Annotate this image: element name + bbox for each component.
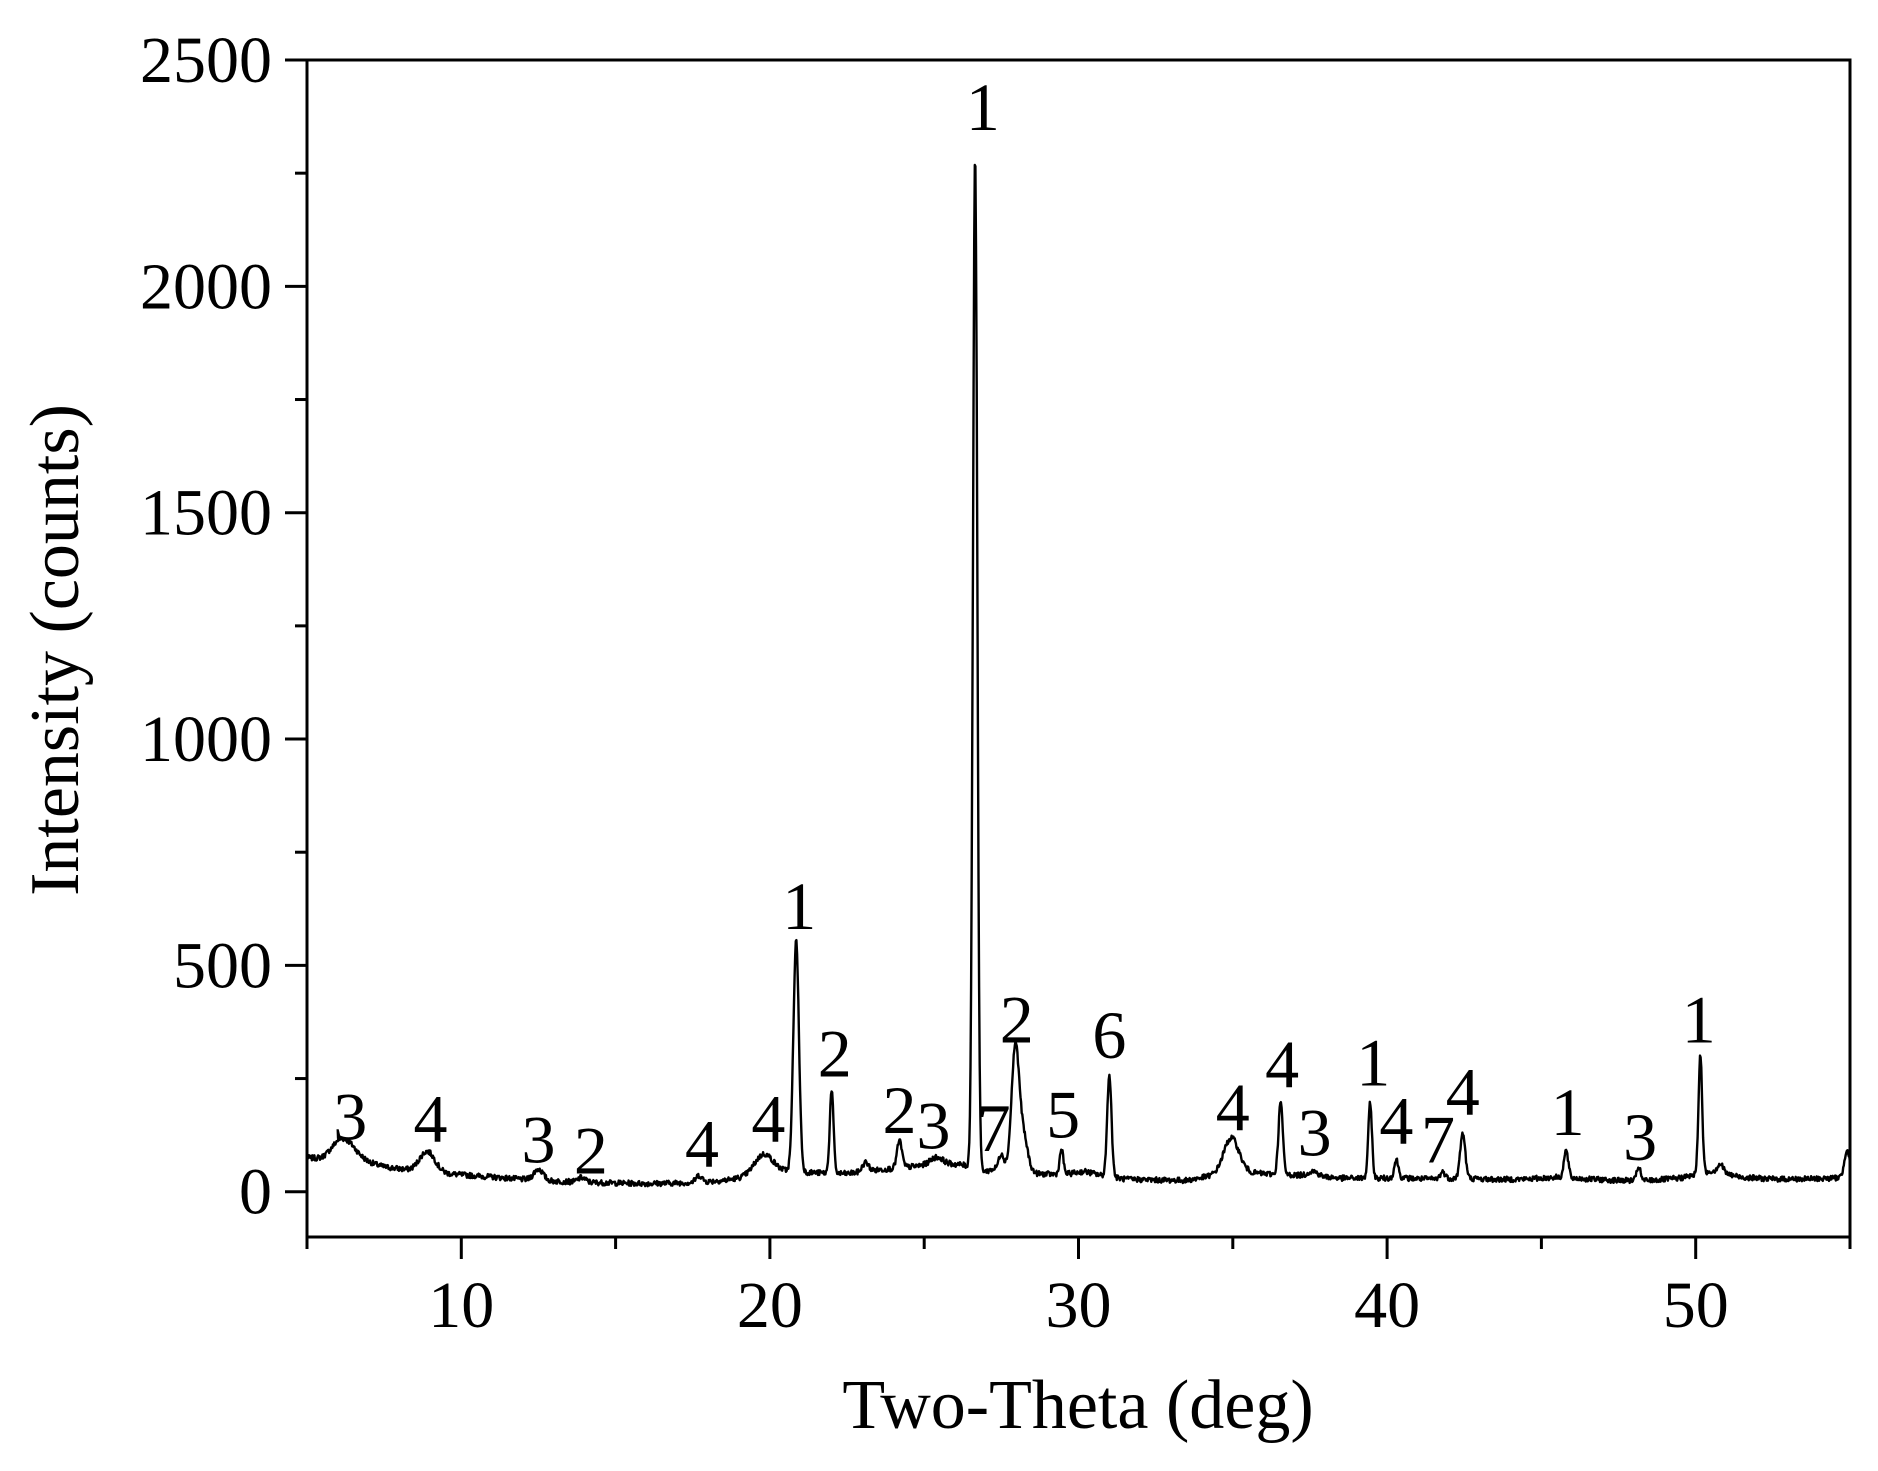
peak-label: 4 [413, 1081, 447, 1157]
peak-label: 4 [1265, 1027, 1299, 1103]
x-tick-label: 10 [428, 1269, 494, 1342]
peak-label: 4 [1216, 1070, 1250, 1146]
peak-label: 1 [966, 69, 1000, 145]
peak-label: 7 [1421, 1101, 1455, 1177]
y-axis-title: Intensity (counts) [17, 404, 94, 896]
y-tick-label: 0 [239, 1156, 272, 1229]
y-tick-label: 2000 [140, 250, 272, 323]
peak-label: 4 [1379, 1083, 1413, 1159]
peak-label: 6 [1092, 997, 1126, 1073]
y-axis-tick-labels: 0 500 1000 1500 2000 2500 [140, 24, 272, 1229]
x-tick-label: 50 [1663, 1269, 1729, 1342]
peak-label: 1 [1356, 1024, 1390, 1100]
peak-label: 1 [1682, 981, 1716, 1057]
peak-label: 2 [1000, 981, 1034, 1057]
x-tick-label: 20 [737, 1269, 803, 1342]
peak-label: 7 [977, 1090, 1011, 1166]
peak-label: 4 [751, 1081, 785, 1157]
x-axis-title: Two-Theta (deg) [842, 1367, 1313, 1444]
plot-frame [305, 58, 1852, 1239]
y-tick-label: 1000 [140, 703, 272, 776]
peak-label: 1 [1551, 1074, 1585, 1150]
y-tick-label: 2500 [140, 24, 272, 97]
peak-label: 3 [916, 1088, 950, 1164]
peak-label: 3 [1298, 1095, 1332, 1171]
peak-label: 3 [521, 1101, 555, 1177]
x-tick-label: 30 [1046, 1269, 1112, 1342]
plot-area-border [305, 58, 1852, 1239]
x-axis-ticks [305, 1237, 1852, 1259]
peak-label: 2 [883, 1072, 917, 1148]
peak-label: 2 [818, 1015, 852, 1091]
y-tick-label: 1500 [140, 477, 272, 550]
peak-label: 4 [685, 1106, 719, 1182]
peak-label: 4 [1446, 1054, 1480, 1130]
peak-label: 3 [1623, 1099, 1657, 1175]
peak-label: 3 [333, 1079, 367, 1155]
x-axis-tick-labels: 10 20 30 40 50 [428, 1269, 1728, 1342]
peak-label: 5 [1046, 1076, 1080, 1152]
diffraction-pattern-line [305, 163, 1852, 1188]
x-tick-label: 40 [1354, 1269, 1420, 1342]
y-axis-ticks [285, 58, 307, 1194]
peak-label: 1 [782, 868, 816, 944]
peak-label: 2 [574, 1113, 608, 1189]
y-tick-label: 500 [173, 929, 272, 1002]
